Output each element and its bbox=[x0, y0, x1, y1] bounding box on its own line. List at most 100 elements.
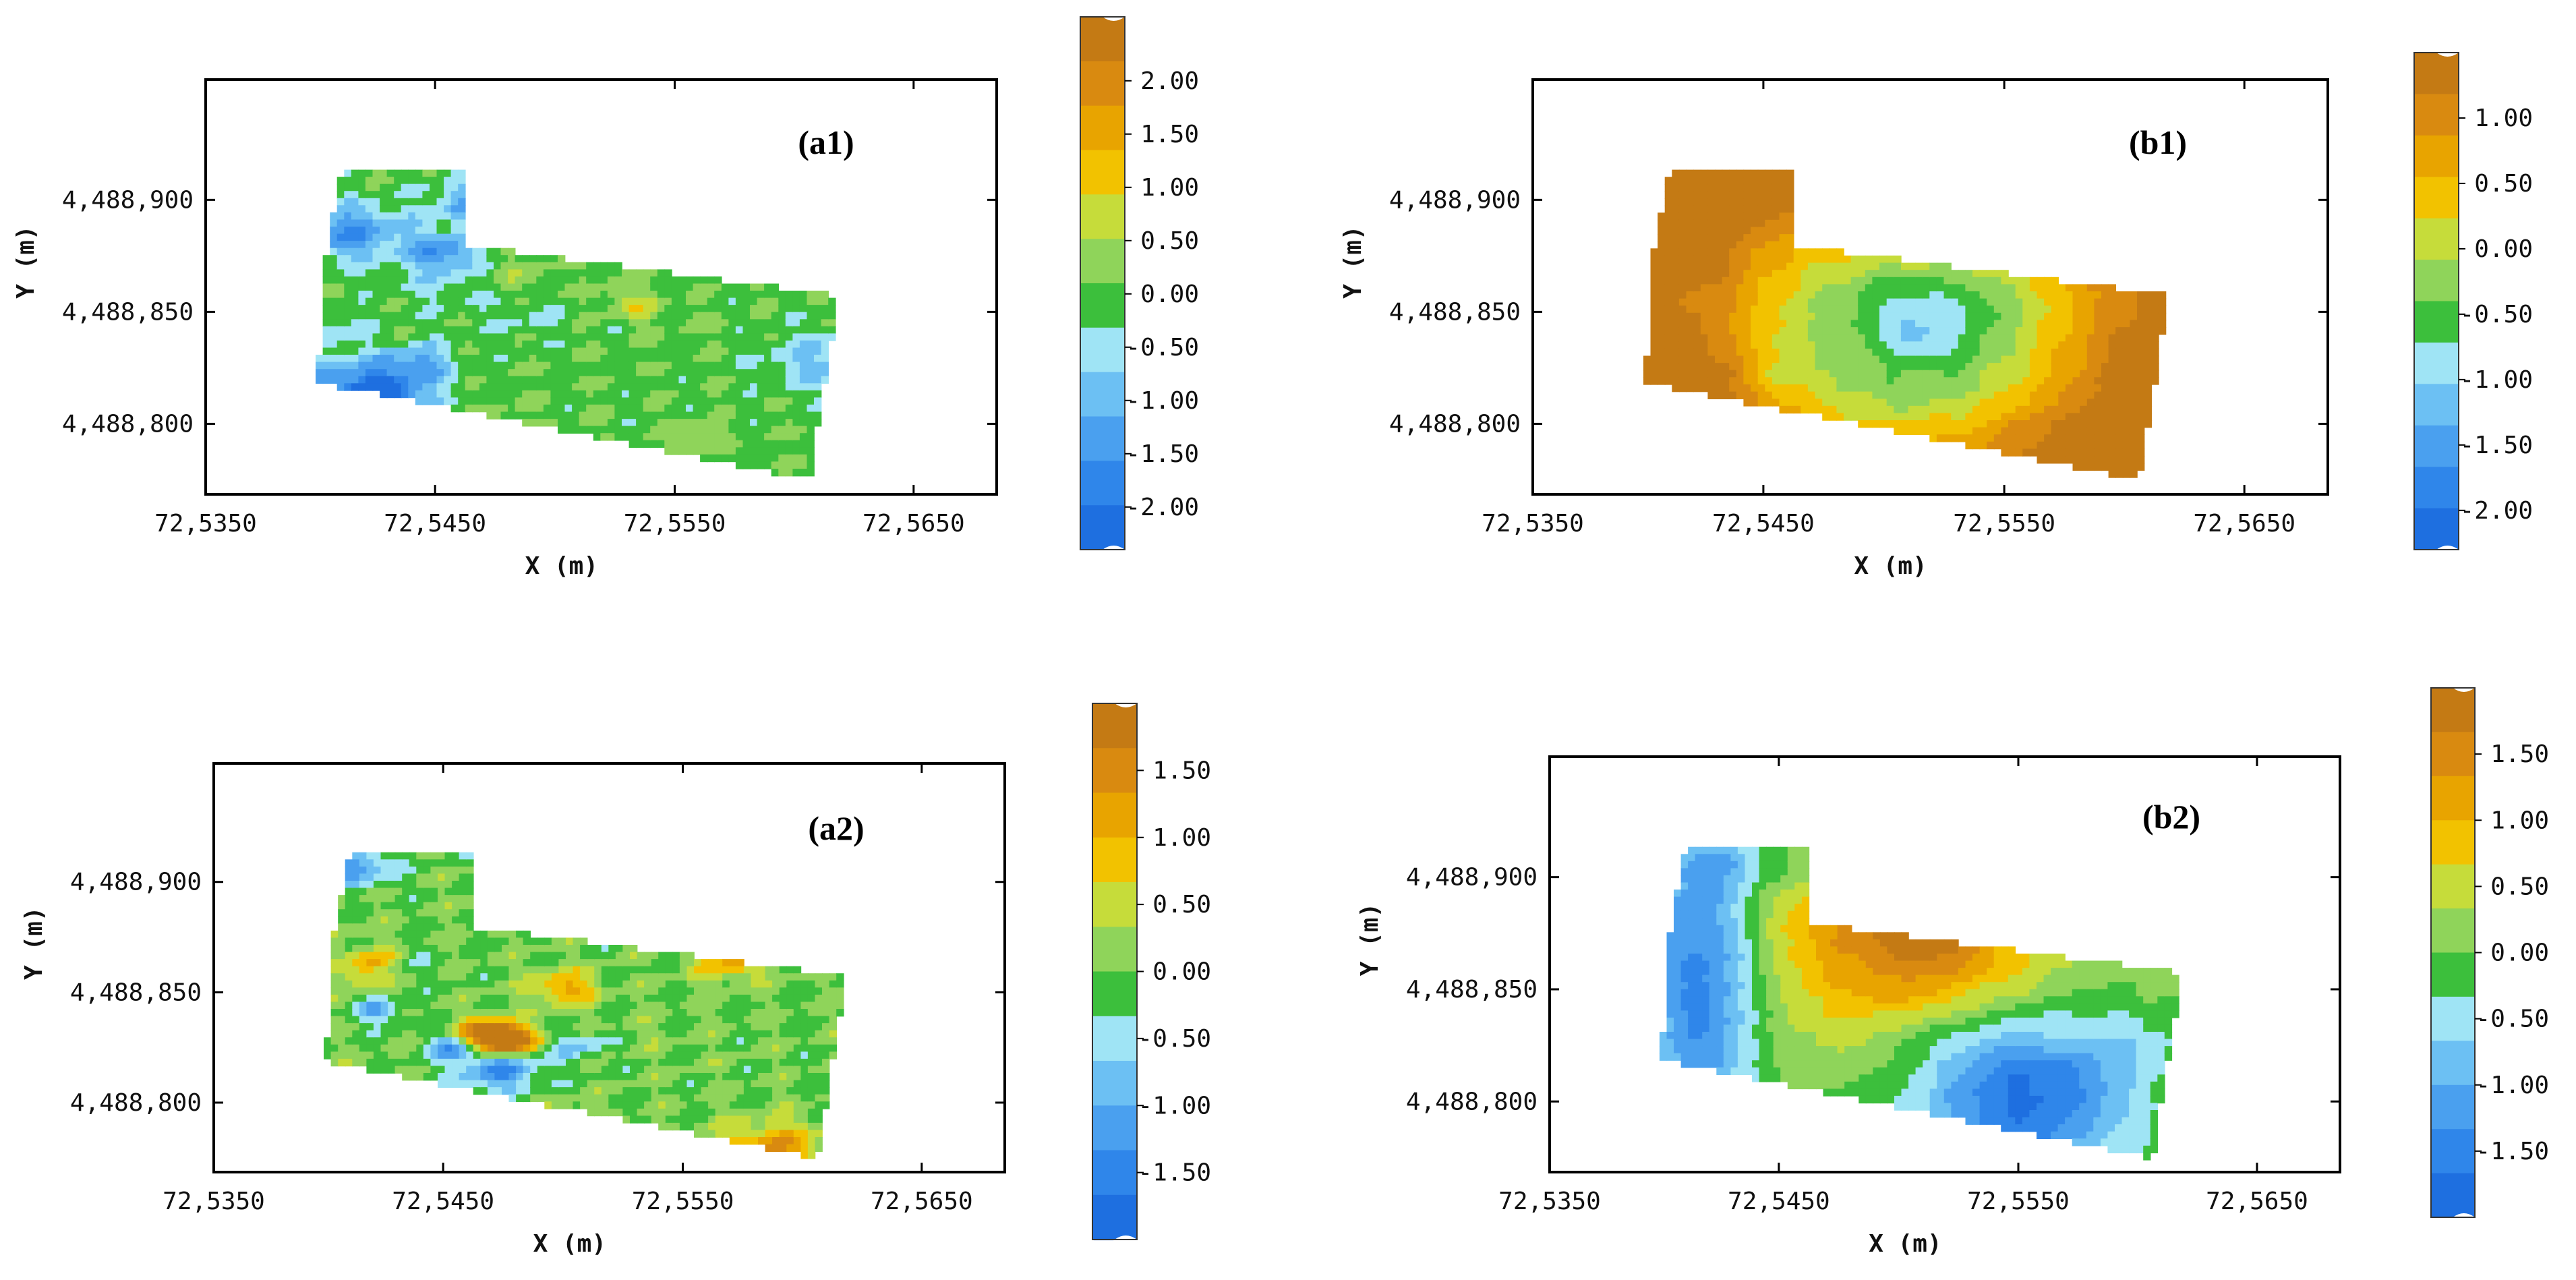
heatmap-cell bbox=[650, 340, 658, 349]
heatmap-cell bbox=[486, 276, 494, 285]
heatmap-cell bbox=[550, 419, 558, 427]
heatmap-cell bbox=[792, 419, 800, 427]
heatmap-cell bbox=[587, 1051, 595, 1059]
heatmap-cell bbox=[502, 1080, 510, 1088]
heatmap-cell bbox=[423, 909, 432, 917]
heatmap-cell bbox=[2080, 391, 2088, 399]
heatmap-cell bbox=[452, 1030, 460, 1039]
heatmap-cell bbox=[386, 262, 394, 270]
heatmap-cell bbox=[322, 269, 330, 277]
heatmap-cell bbox=[386, 191, 394, 199]
heatmap-cell bbox=[1650, 363, 1658, 371]
heatmap-cell bbox=[330, 276, 338, 285]
heatmap-cell bbox=[614, 297, 622, 306]
heatmap-cell bbox=[330, 312, 338, 320]
heatmap-cell bbox=[394, 369, 402, 377]
heatmap-cell bbox=[2122, 298, 2131, 306]
heatmap-cell bbox=[771, 447, 780, 455]
heatmap-cell bbox=[372, 333, 380, 341]
heatmap-cell bbox=[608, 1001, 616, 1010]
heatmap-cell bbox=[615, 952, 624, 960]
heatmap-cell bbox=[2122, 448, 2131, 457]
heatmap-cell bbox=[1972, 327, 1981, 335]
heatmap-cell bbox=[1886, 399, 1895, 407]
heatmap-cell bbox=[430, 212, 438, 221]
heatmap-cell bbox=[2065, 420, 2074, 428]
heatmap-cell bbox=[778, 447, 786, 455]
heatmap-cell bbox=[1700, 262, 1709, 270]
heatmap-cell bbox=[1722, 391, 1730, 399]
heatmap-cell bbox=[1693, 219, 1701, 228]
heatmap-cell bbox=[330, 255, 338, 263]
heatmap-cell bbox=[1779, 399, 1787, 407]
heatmap-cell bbox=[444, 1016, 452, 1024]
heatmap-cell bbox=[1993, 341, 2002, 349]
heatmap-cell bbox=[771, 404, 780, 413]
heatmap-cell bbox=[358, 283, 366, 291]
heatmap-cell bbox=[2144, 320, 2153, 328]
heatmap-cell bbox=[1686, 348, 1694, 357]
heatmap-cell bbox=[500, 333, 508, 341]
heatmap-cell bbox=[2022, 327, 2030, 335]
heatmap-cell bbox=[1850, 334, 1858, 343]
heatmap-cell bbox=[438, 1023, 446, 1031]
heatmap-cell bbox=[409, 1009, 417, 1017]
heatmap-cell bbox=[422, 355, 430, 363]
heatmap-cell bbox=[537, 1023, 546, 1031]
heatmap-cell bbox=[778, 440, 786, 448]
heatmap-cell bbox=[430, 262, 438, 270]
heatmap-cell bbox=[473, 1066, 481, 1074]
heatmap-cell bbox=[807, 411, 815, 419]
heatmap-cell bbox=[394, 390, 402, 399]
heatmap-cell bbox=[2094, 463, 2102, 471]
heatmap-cell bbox=[580, 1087, 588, 1095]
heatmap-cell bbox=[1879, 348, 1887, 357]
heatmap-cell bbox=[558, 312, 566, 320]
heatmap-cell bbox=[700, 297, 708, 306]
heatmap-cell bbox=[472, 369, 480, 377]
heatmap-cell bbox=[1793, 320, 1802, 328]
heatmap-cell bbox=[472, 326, 480, 334]
heatmap-cell bbox=[608, 1030, 616, 1039]
heatmap-cell bbox=[358, 241, 366, 249]
heatmap-cell bbox=[522, 340, 530, 349]
heatmap-cell bbox=[1900, 363, 1909, 371]
heatmap-cell bbox=[466, 1051, 474, 1059]
heatmap-cell bbox=[430, 191, 438, 199]
heatmap-cell bbox=[2080, 298, 2088, 306]
heatmap-cell bbox=[2058, 434, 2066, 442]
heatmap-cell bbox=[2101, 312, 2109, 321]
heatmap-cell bbox=[1743, 334, 1751, 343]
heatmap-cell bbox=[2101, 405, 2109, 414]
heatmap-cell bbox=[2022, 320, 2030, 328]
heatmap-cell bbox=[721, 411, 730, 419]
heatmap-cell bbox=[593, 383, 602, 391]
heatmap-cell bbox=[622, 411, 630, 419]
heatmap-cell bbox=[757, 319, 765, 327]
heatmap-cell bbox=[1943, 262, 1952, 270]
heatmap-cell bbox=[573, 1030, 581, 1039]
heatmap-cell bbox=[1643, 370, 1651, 378]
heatmap-cell bbox=[564, 333, 573, 341]
heatmap-cell bbox=[587, 1016, 595, 1024]
heatmap-cell bbox=[1686, 255, 1694, 264]
heatmap-cell bbox=[423, 994, 432, 1003]
heatmap-cell bbox=[450, 219, 459, 227]
heatmap-cell bbox=[573, 987, 581, 995]
heatmap-cell bbox=[1807, 348, 1816, 357]
heatmap-cell bbox=[1879, 298, 1887, 306]
heatmap-cell bbox=[1929, 270, 1937, 278]
heatmap-cell bbox=[344, 183, 352, 192]
heatmap-cell bbox=[422, 262, 430, 270]
heatmap-cell bbox=[757, 312, 765, 320]
heatmap-cell bbox=[728, 283, 736, 291]
heatmap-cell bbox=[742, 376, 751, 384]
heatmap-cell bbox=[480, 937, 488, 946]
heatmap-cell bbox=[2037, 370, 2045, 378]
heatmap-cell bbox=[2044, 427, 2052, 435]
heatmap-cell bbox=[438, 1037, 446, 1045]
heatmap-cell bbox=[608, 1101, 616, 1109]
heatmap-cell bbox=[2144, 355, 2153, 363]
heatmap-cell bbox=[1872, 348, 1880, 357]
heatmap-cell bbox=[2130, 427, 2138, 435]
